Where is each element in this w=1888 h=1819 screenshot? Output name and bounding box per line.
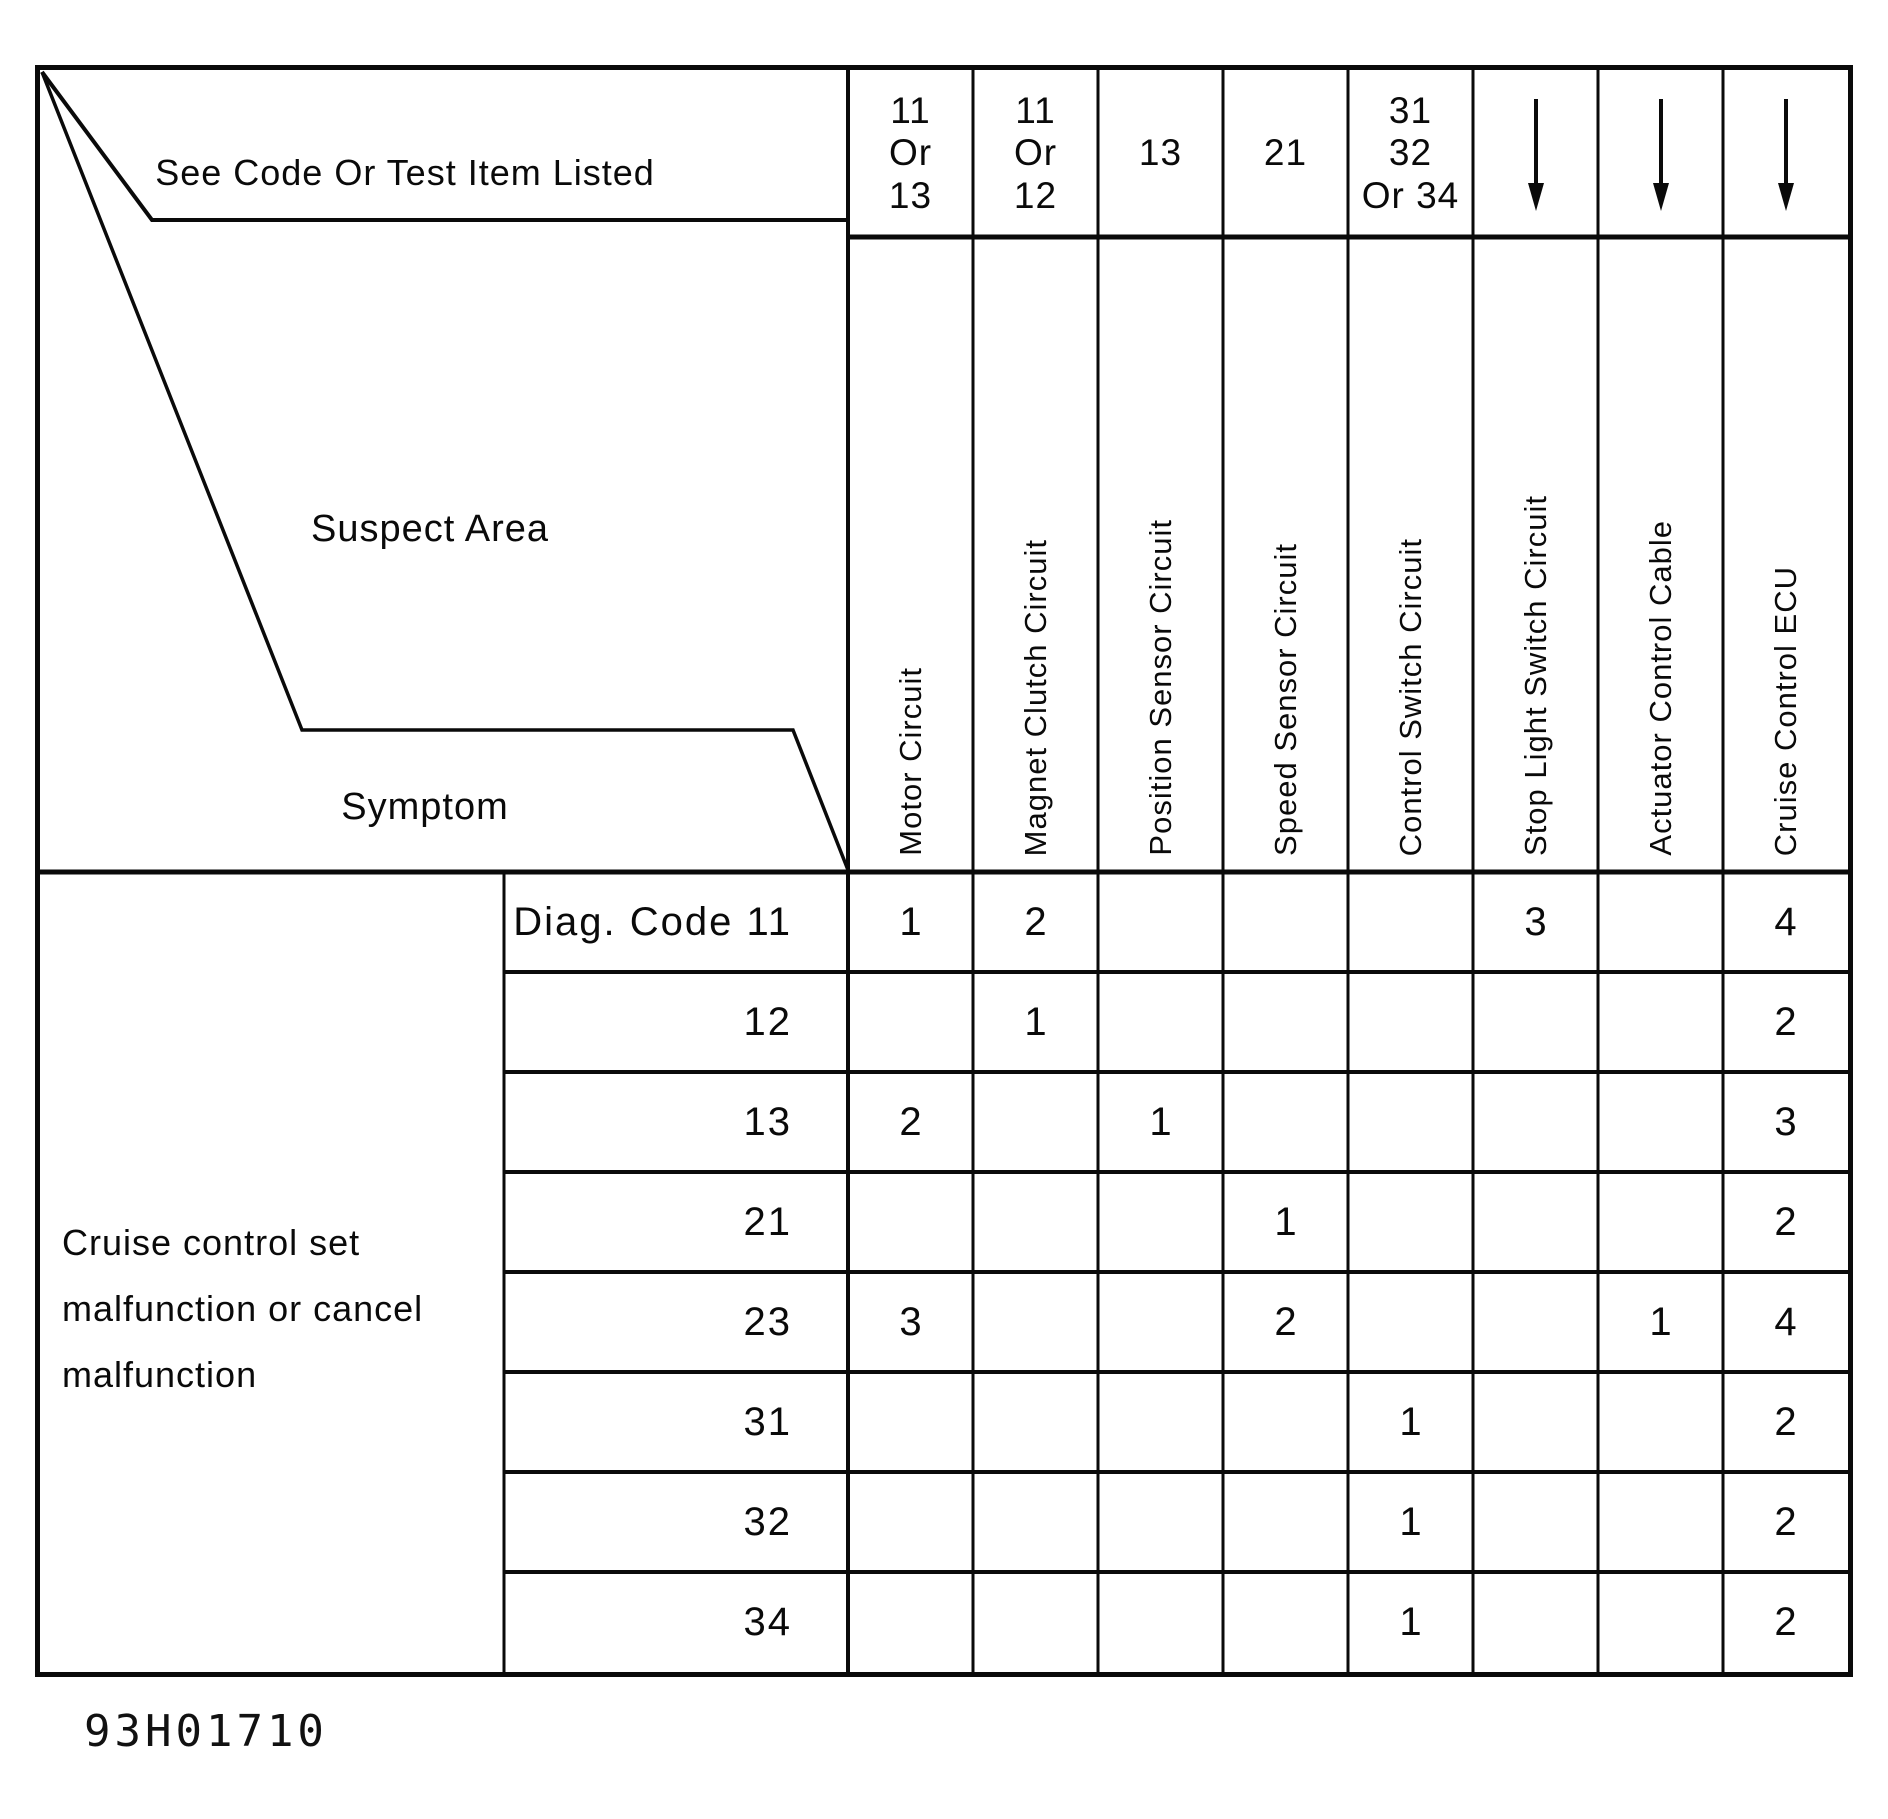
matrix-value: 2 bbox=[1774, 1399, 1797, 1444]
suspect-area-header-label: Suspect Area bbox=[310, 508, 550, 550]
vertical-column-label: Actuator Control Cable bbox=[1642, 520, 1678, 856]
matrix-value: 1 bbox=[1149, 1099, 1172, 1144]
column-label-speed-sensor-circuit: Speed Sensor Circuit bbox=[1223, 237, 1348, 872]
matrix-value: 4 bbox=[1774, 1299, 1797, 1344]
matrix-value: 4 bbox=[1774, 899, 1797, 944]
see-code-header-label: See Code Or Test Item Listed bbox=[155, 152, 655, 193]
row-label-31: 31 bbox=[743, 1399, 792, 1444]
vertical-column-label: Motor Circuit bbox=[892, 667, 928, 856]
table-grid-lines bbox=[40, 70, 1848, 1672]
column-label-actuator-control-cable: Actuator Control Cable bbox=[1598, 237, 1723, 872]
matrix-value: 1 bbox=[1399, 1599, 1422, 1644]
matrix-value: 2 bbox=[1774, 1499, 1797, 1544]
row-label-12: 12 bbox=[743, 999, 792, 1044]
matrix-value: 2 bbox=[1774, 999, 1797, 1044]
row-label-13: 13 bbox=[743, 1099, 792, 1144]
vertical-column-label: Control Switch Circuit bbox=[1392, 537, 1428, 856]
matrix-value: 1 bbox=[1024, 999, 1047, 1044]
column-code-magnet-clutch-circuit: 11 Or 12 bbox=[1013, 90, 1058, 216]
column-label-motor-circuit: Motor Circuit bbox=[848, 237, 973, 872]
matrix-value: 3 bbox=[899, 1299, 922, 1344]
column-code-motor-circuit: 11 Or 13 bbox=[888, 90, 933, 216]
matrix-value: 1 bbox=[1649, 1299, 1672, 1344]
row-label-32: 32 bbox=[743, 1499, 792, 1544]
row-label-34: 34 bbox=[743, 1599, 792, 1644]
row-label-diag-code-11: Diag. Code 11 bbox=[513, 899, 792, 944]
matrix-value: 2 bbox=[899, 1099, 922, 1144]
row-label-23: 23 bbox=[743, 1299, 792, 1344]
down-arrow-icon bbox=[1598, 70, 1723, 237]
column-code-position-sensor-circuit: 13 bbox=[1138, 132, 1183, 174]
matrix-value: 2 bbox=[1774, 1599, 1797, 1644]
vertical-column-label: Magnet Clutch Circuit bbox=[1017, 538, 1053, 856]
column-label-cruise-control-ecu: Cruise Control ECU bbox=[1723, 237, 1848, 872]
column-code-speed-sensor-circuit: 21 bbox=[1263, 132, 1308, 174]
matrix-value: 1 bbox=[1399, 1399, 1422, 1444]
matrix-value: 1 bbox=[1399, 1499, 1422, 1544]
matrix-value: 3 bbox=[1774, 1099, 1797, 1144]
matrix-value: 2 bbox=[1274, 1299, 1297, 1344]
vertical-column-label: Position Sensor Circuit bbox=[1142, 519, 1178, 856]
column-label-magnet-clutch-circuit: Magnet Clutch Circuit bbox=[973, 237, 1098, 872]
row-label-21: 21 bbox=[743, 1199, 792, 1244]
vertical-column-label: Cruise Control ECU bbox=[1767, 565, 1803, 856]
symptom-suspect-area-table: See Code Or Test Item Listed Suspect Are… bbox=[35, 65, 1853, 1677]
symptom-group-label: Cruise control set malfunction or cancel… bbox=[62, 1222, 424, 1395]
down-arrow-icon bbox=[1473, 70, 1598, 237]
column-label-control-switch-circuit: Control Switch Circuit bbox=[1348, 237, 1473, 872]
figure-number-caption: 93H01710 bbox=[84, 1706, 328, 1757]
symptom-header-label: Symptom bbox=[341, 786, 509, 828]
down-arrow-icon bbox=[1723, 70, 1848, 237]
matrix-value: 3 bbox=[1524, 899, 1547, 944]
column-code-control-switch-circuit: 31 32 Or 34 bbox=[1361, 90, 1460, 216]
vertical-column-label: Speed Sensor Circuit bbox=[1267, 543, 1303, 856]
column-label-stop-light-switch-circuit: Stop Light Switch Circuit bbox=[1473, 237, 1598, 872]
matrix-value: 2 bbox=[1774, 1199, 1797, 1244]
vertical-column-label: Stop Light Switch Circuit bbox=[1517, 495, 1553, 856]
matrix-value: 1 bbox=[1274, 1199, 1297, 1244]
matrix-value: 2 bbox=[1024, 899, 1047, 944]
matrix-value: 1 bbox=[899, 899, 922, 944]
column-label-position-sensor-circuit: Position Sensor Circuit bbox=[1098, 237, 1223, 872]
